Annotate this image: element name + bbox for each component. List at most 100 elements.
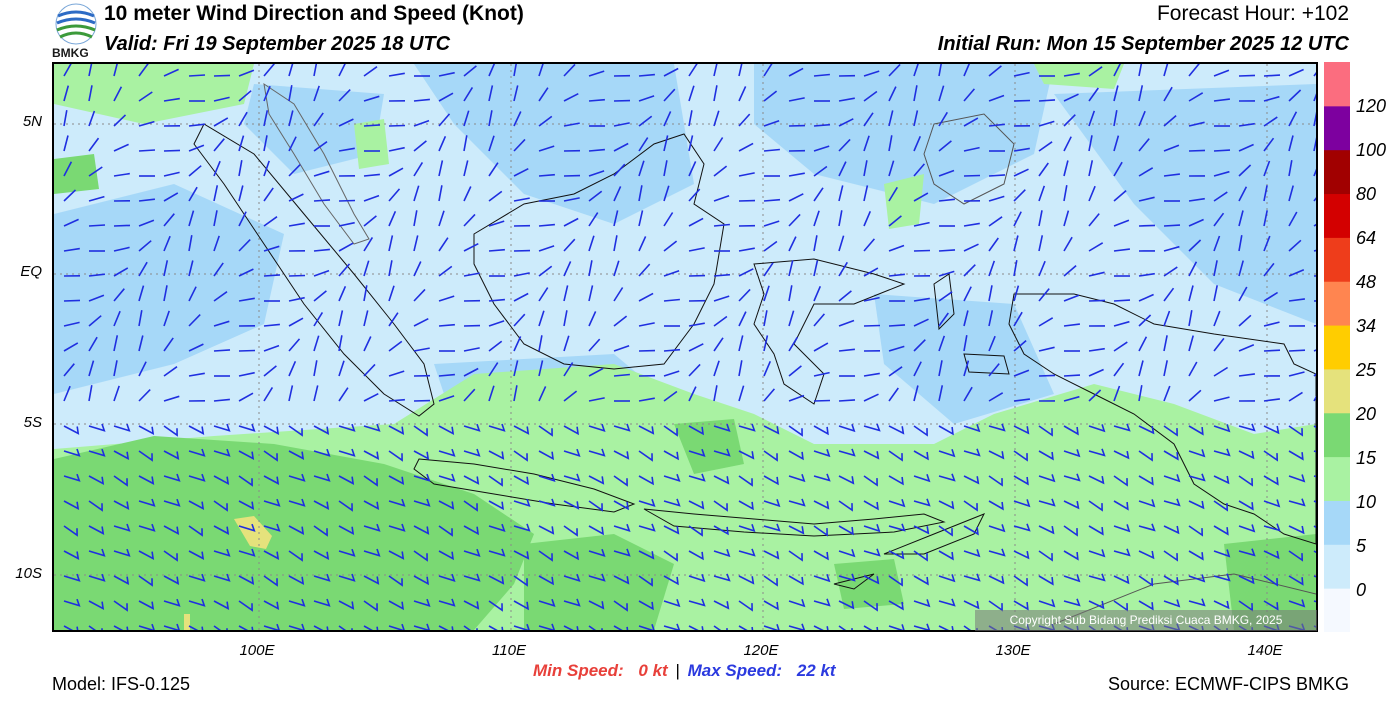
colorbar-label-120: 120 (1356, 96, 1387, 116)
wind-barb (663, 550, 678, 562)
wind-barb (438, 473, 456, 482)
wind-barb (813, 448, 831, 458)
wind-barb (863, 372, 880, 377)
wind-barb (413, 235, 419, 252)
wind-barb (263, 323, 280, 327)
wind-barb (913, 339, 926, 352)
wind-barb (463, 525, 479, 536)
wind-barb (1163, 575, 1179, 586)
wind-barb (988, 260, 996, 277)
wind-barb (1288, 575, 1304, 586)
wind-barb (838, 118, 854, 127)
wind-barb (138, 120, 155, 127)
wind-barb (638, 95, 655, 102)
wind-barb (538, 575, 554, 586)
wind-barb (1013, 147, 1030, 152)
wind-barb (63, 525, 78, 537)
wind-barb (513, 523, 531, 532)
wind-barb (63, 135, 69, 152)
wind-barb (538, 498, 556, 507)
wind-barb (788, 425, 803, 437)
wind-barb (638, 523, 656, 532)
wind-barb (1263, 425, 1280, 435)
colorbar-swatch (1324, 500, 1350, 545)
wind-barb (438, 185, 443, 202)
wind-barb (688, 64, 698, 77)
wind-barb (163, 473, 181, 482)
wind-barb (263, 135, 268, 152)
colorbar-swatch (1324, 588, 1350, 633)
wind-barb (313, 625, 329, 630)
wind-barb (438, 71, 455, 77)
wind-barb (788, 498, 806, 507)
wind-barb (388, 475, 405, 486)
wind-barb (1163, 64, 1169, 77)
wind-barb (188, 598, 206, 607)
wind-barb (813, 399, 831, 402)
wind-barb (988, 363, 1000, 377)
wind-barb (838, 210, 843, 227)
wind-barb (138, 198, 155, 202)
wind-barb (163, 260, 169, 277)
wind-barb (288, 164, 301, 177)
wind-barb (738, 548, 756, 557)
wind-barb (188, 625, 204, 630)
wind-barb (1163, 599, 1181, 608)
wind-barb (1213, 149, 1231, 152)
wind-barb (1163, 498, 1181, 507)
colorbar-label-100: 100 (1356, 140, 1387, 160)
wind-barb (638, 623, 655, 630)
wind-barb (363, 124, 381, 127)
colorbar-swatch (1324, 62, 1350, 107)
wind-barb (238, 548, 256, 557)
wind-barb (188, 500, 205, 511)
wind-barb (1263, 235, 1271, 252)
wind-barb (238, 500, 255, 510)
wind-barb (938, 140, 952, 152)
wind-barb (113, 172, 130, 177)
wind-barb (288, 296, 305, 302)
wind-barb (163, 97, 180, 102)
lon-label-100e: 100E (239, 642, 275, 659)
wind-barb (613, 186, 622, 202)
wind-barb (638, 160, 645, 177)
wind-barb (463, 600, 480, 610)
wind-barb (163, 285, 168, 302)
wind-barb (1063, 323, 1080, 327)
wind-barb (313, 335, 320, 352)
wind-barb (188, 235, 193, 252)
wind-barb (1238, 74, 1256, 77)
wind-barb (538, 173, 555, 177)
colorbar-label-20: 20 (1356, 404, 1377, 424)
wind-barb (1238, 210, 1244, 227)
wind-barb (763, 285, 770, 302)
wind-barb (488, 575, 505, 585)
wind-barb (88, 475, 105, 486)
wind-barb (438, 295, 455, 302)
wind-barb (563, 197, 580, 202)
wind-barb (413, 525, 430, 535)
wind-barb (888, 244, 905, 252)
wind-barb (1138, 360, 1144, 377)
wind-barb (638, 210, 644, 227)
wind-barb (788, 394, 805, 402)
wind-barb (88, 360, 95, 377)
wind-barb (438, 160, 444, 177)
wind-barb (338, 423, 356, 432)
wind-barb (63, 625, 79, 630)
wind-barb (1263, 499, 1281, 508)
wind-barb (1213, 285, 1218, 302)
wind-barb (288, 317, 304, 327)
wind-barb (388, 146, 405, 152)
wind-barb (963, 424, 981, 433)
wind-barb (363, 66, 378, 77)
wind-barb (938, 249, 956, 252)
wind-barb (838, 573, 856, 582)
wind-barb (1288, 211, 1298, 227)
wind-barb (688, 573, 706, 583)
wind-barb (563, 550, 579, 561)
wind-barb (988, 123, 1005, 127)
wind-barb (1188, 64, 1200, 77)
wind-barb (363, 575, 380, 585)
wind-barb (988, 335, 996, 352)
